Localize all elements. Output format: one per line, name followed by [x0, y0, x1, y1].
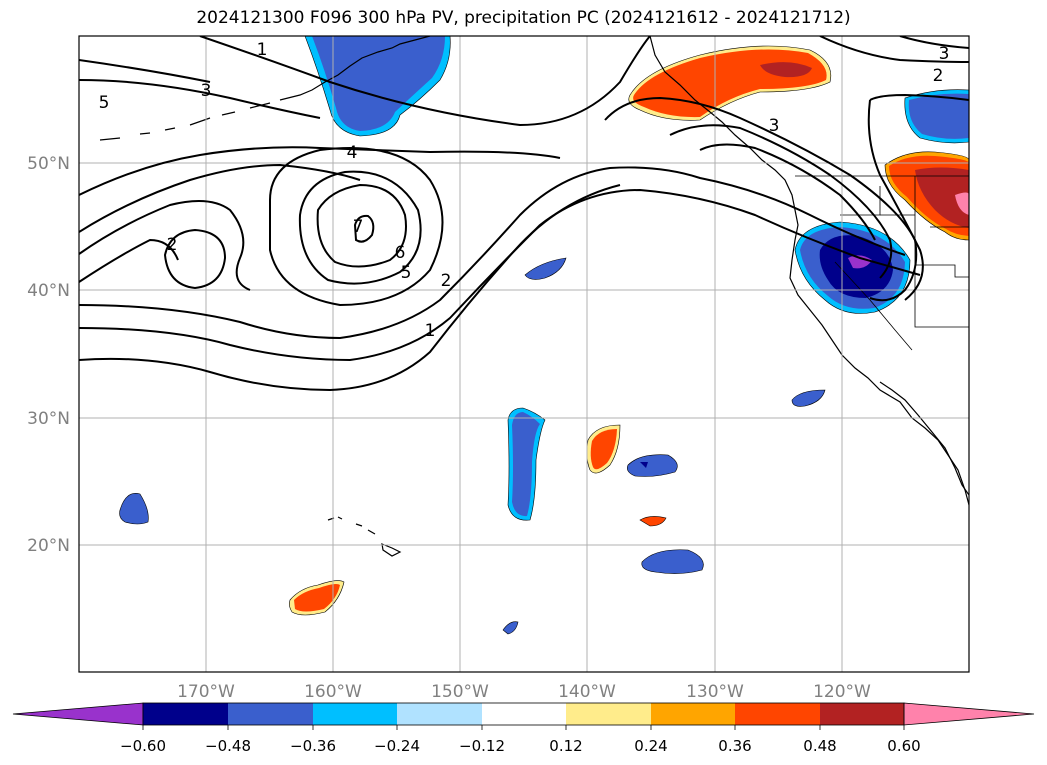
colorbar-extend-min [12, 702, 144, 726]
pv-contour-closed-center [316, 183, 407, 268]
contour-label: 3 [769, 116, 780, 136]
contour-labels: 1 5 3 4 2 7 6 5 2 1 3 3 2 [99, 40, 950, 341]
contour-label: 1 [257, 40, 268, 60]
aleutian-islands [99, 36, 431, 141]
map-border [78, 35, 970, 673]
colorbar-segment [566, 703, 651, 725]
lat-tick-label: 50°N [27, 154, 70, 174]
lon-tick-label: 150°W [431, 682, 489, 702]
map-plot-area: 1 5 3 4 2 7 6 5 2 1 3 3 2 [79, 36, 969, 672]
contour-label: 5 [401, 263, 412, 283]
lon-tick-label: 140°W [558, 682, 616, 702]
colorbar-segment [397, 703, 482, 725]
colorbar: −0.60 −0.48 −0.36 −0.24 −0.12 0.12 0.24 … [12, 702, 1035, 755]
colorbar-segment [820, 703, 904, 725]
political-borders [795, 175, 969, 351]
pv-contour-closed-west [163, 228, 227, 290]
colorbar-tick-label: −0.24 [374, 737, 420, 755]
lon-tick-label: 170°W [177, 682, 235, 702]
colorbar-tick-label: 0.12 [549, 737, 582, 755]
contour-label: 7 [353, 217, 364, 237]
lat-tick-label: 20°N [27, 536, 70, 556]
contour-label: 5 [99, 93, 110, 113]
chart-title: 2024121300 F096 300 hPa PV, precipitatio… [196, 8, 851, 28]
contour-label: 4 [347, 143, 358, 163]
contour-label: 3 [939, 44, 950, 64]
colorbar-tick-label: −0.60 [120, 737, 166, 755]
colorbar-segment [735, 703, 820, 725]
latitude-tick-labels: 20°N 30°N 40°N 50°N [27, 154, 70, 556]
contour-label: 2 [441, 271, 452, 291]
lon-tick-label: 120°W [813, 682, 871, 702]
colorbar-segment [651, 703, 735, 725]
coastlines [99, 36, 969, 557]
colorbar-tick-label: 0.36 [718, 737, 751, 755]
colorbar-segment [228, 703, 313, 725]
lat-tick-label: 40°N [27, 281, 70, 301]
contour-label: 2 [167, 235, 178, 255]
colorbar-tick-label: 0.48 [803, 737, 836, 755]
colorbar-tick-labels: −0.60 −0.48 −0.36 −0.24 −0.12 0.12 0.24 … [120, 737, 921, 755]
colorbar-tick-label: −0.36 [290, 737, 336, 755]
pacific-northwest-coastline [649, 36, 969, 506]
grid-lines [79, 36, 969, 672]
baja-california-coastline [879, 381, 969, 496]
colorbar-tick-label: 0.24 [634, 737, 667, 755]
colorbar-extend-max [903, 702, 1035, 726]
colorbar-segment [482, 703, 566, 725]
hawaiian-islands [327, 516, 402, 557]
contour-label: 1 [425, 321, 436, 341]
colorbar-segment [313, 703, 397, 725]
colorbar-tick-label: 0.60 [887, 737, 920, 755]
colorbar-tick-label: −0.48 [205, 737, 251, 755]
contour-label: 2 [933, 66, 944, 86]
pv-contours [79, 36, 969, 392]
lon-tick-label: 130°W [686, 682, 744, 702]
colorbar-tick-label: −0.12 [459, 737, 505, 755]
colorbar-segment [143, 703, 228, 725]
contour-label: 3 [201, 81, 212, 101]
longitude-tick-labels: 170°W 160°W 150°W 140°W 130°W 120°W [177, 682, 871, 702]
lat-tick-label: 30°N [27, 409, 70, 429]
contour-label: 6 [395, 243, 406, 263]
lon-tick-label: 160°W [304, 682, 362, 702]
